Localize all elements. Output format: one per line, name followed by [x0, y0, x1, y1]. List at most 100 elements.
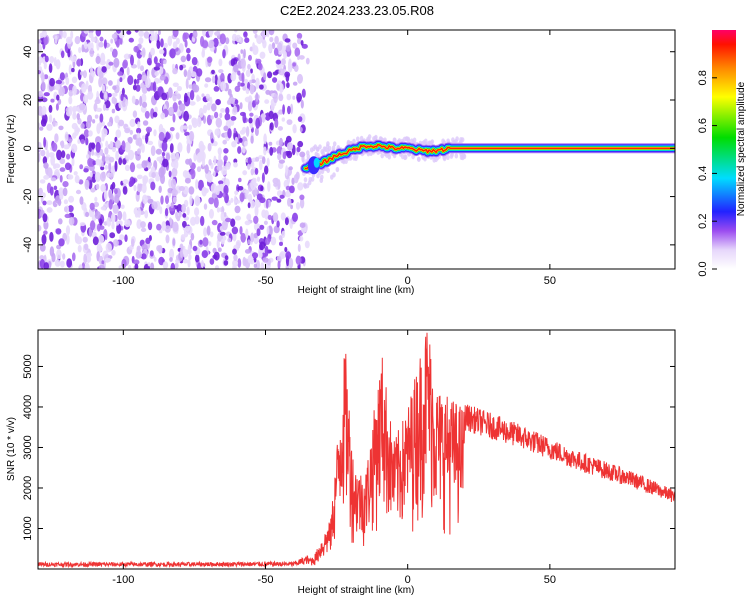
- noise-blob: [88, 227, 93, 238]
- noise-blob: [159, 206, 163, 215]
- noise-blob: [220, 81, 227, 91]
- noise-blob: [101, 66, 107, 73]
- noise-blob: [67, 49, 71, 58]
- noise-blob: [124, 219, 131, 228]
- noise-blob: [297, 140, 304, 148]
- noise-blob: [270, 236, 277, 246]
- noise-blob: [59, 191, 64, 200]
- snr-x-tick-label: 0: [405, 574, 411, 586]
- noise-blob: [214, 74, 218, 86]
- noise-blob: [155, 148, 162, 155]
- noise-blob: [180, 234, 186, 241]
- colorbar-tick-label: 0.0: [697, 261, 709, 276]
- noise-blob: [218, 58, 223, 67]
- noise-blob: [296, 146, 301, 153]
- noise-blob: [240, 49, 244, 54]
- noise-blob: [255, 117, 261, 129]
- noise-blob: [208, 241, 212, 247]
- noise-blob: [218, 180, 224, 185]
- ridge-halo: [318, 144, 322, 150]
- noise-blob: [197, 151, 204, 161]
- noise-blob: [292, 42, 298, 49]
- noise-blob: [59, 72, 65, 81]
- noise-blob: [94, 114, 99, 119]
- noise-blob: [55, 103, 59, 111]
- noise-blob: [175, 152, 180, 162]
- noise-blob: [132, 110, 138, 118]
- noise-blob: [62, 181, 69, 188]
- noise-blob: [163, 42, 168, 49]
- noise-blob: [238, 37, 244, 44]
- noise-blob: [294, 47, 301, 57]
- noise-blob: [46, 200, 53, 206]
- noise-blob: [289, 185, 295, 194]
- noise-blob: [295, 255, 302, 265]
- noise-blob: [197, 262, 201, 269]
- noise-blob: [49, 77, 55, 87]
- noise-blob: [127, 136, 133, 144]
- noise-blob: [151, 172, 156, 179]
- noise-blob: [234, 205, 241, 214]
- noise-blob: [41, 97, 48, 103]
- noise-blob: [297, 182, 304, 191]
- ridge-halo: [317, 169, 322, 176]
- noise-blob: [41, 72, 45, 83]
- noise-blob: [149, 35, 156, 42]
- noise-blob: [122, 158, 127, 165]
- noise-blob: [213, 170, 216, 177]
- noise-blob: [88, 32, 94, 39]
- noise-blob: [239, 226, 243, 235]
- noise-blob: [66, 153, 71, 160]
- noise-blob: [155, 62, 161, 68]
- ridge-halo: [446, 154, 450, 160]
- noise-blob: [41, 234, 47, 245]
- noise-blob: [155, 175, 161, 182]
- noise-blob: [54, 259, 61, 267]
- noise-blob: [304, 240, 310, 249]
- noise-blob: [102, 103, 107, 111]
- noise-blob: [144, 210, 149, 219]
- noise-blob: [81, 44, 85, 53]
- noise-blob: [299, 235, 304, 242]
- noise-blob: [89, 171, 93, 178]
- spectrogram-y-tick-label: 40: [22, 46, 34, 58]
- noise-blob: [250, 232, 255, 243]
- noise-blob: [120, 93, 124, 101]
- noise-blob: [234, 99, 239, 105]
- snr-y-tick-label: 2000: [22, 476, 34, 500]
- colorbar-tick-label: 0.2: [697, 214, 709, 229]
- noise-blob: [126, 30, 132, 35]
- noise-blob: [129, 129, 133, 135]
- noise-blob: [62, 232, 68, 242]
- noise-blob: [233, 127, 237, 134]
- noise-blob: [278, 235, 283, 241]
- noise-blob: [144, 110, 150, 119]
- noise-blob: [267, 148, 270, 154]
- noise-blob: [242, 170, 248, 176]
- noise-blob: [217, 147, 222, 156]
- noise-blob: [245, 126, 250, 137]
- noise-blob: [121, 87, 125, 96]
- noise-blob: [64, 206, 68, 213]
- noise-blob: [301, 88, 306, 98]
- noise-blob: [142, 175, 149, 184]
- noise-blob: [278, 68, 285, 76]
- noise-blob: [276, 255, 282, 262]
- noise-blob: [153, 129, 157, 137]
- noise-blob: [205, 93, 210, 99]
- noise-blob: [81, 202, 87, 211]
- noise-blob: [200, 215, 205, 227]
- noise-blob: [64, 131, 69, 142]
- noise-blob: [234, 85, 241, 92]
- noise-blob: [65, 225, 71, 236]
- noise-blob: [176, 85, 182, 92]
- noise-blob: [227, 88, 232, 96]
- noise-blob: [172, 196, 177, 204]
- noise-blob: [180, 247, 183, 258]
- ridge-halo: [316, 152, 320, 159]
- ridge-halo: [332, 141, 337, 147]
- noise-blob: [63, 199, 68, 205]
- noise-blob: [211, 103, 217, 112]
- noise-blob: [299, 197, 305, 209]
- noise-blob: [161, 221, 167, 231]
